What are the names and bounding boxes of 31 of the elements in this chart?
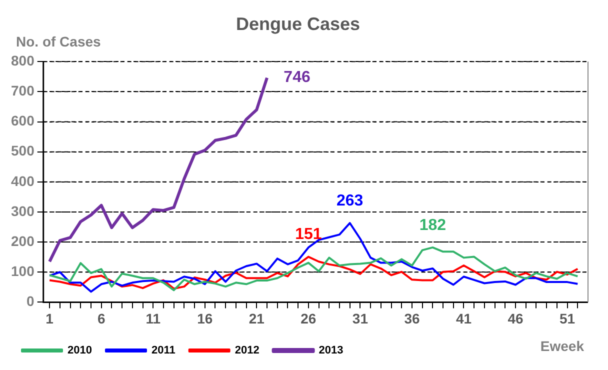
legend-label: 2010 (68, 344, 92, 357)
y-tick-label: 400 (11, 172, 35, 189)
x-tick-label: 1 (46, 310, 54, 326)
y-tick-label: 300 (11, 202, 35, 219)
annotation: 151 (295, 226, 322, 244)
legend-label: 2013 (318, 344, 344, 357)
y-tick-label: 700 (11, 82, 35, 99)
y-tick-label: 100 (11, 262, 35, 279)
x-tick-label: 26 (300, 310, 316, 326)
annotation: 746 (284, 69, 310, 86)
chart-title: Dengue Cases (236, 14, 360, 34)
x-axis-title: Eweek (540, 338, 584, 354)
legend-label: 2011 (151, 344, 176, 357)
x-tick-label: 51 (560, 310, 576, 326)
y-tick-label: 600 (11, 112, 35, 129)
annotation: 182 (419, 216, 446, 234)
y-tick-label: 800 (11, 52, 35, 68)
x-tick-label: 16 (197, 310, 213, 326)
x-tick-label: 11 (146, 310, 161, 326)
x-tick-label: 21 (248, 310, 265, 326)
y-tick-label: 200 (11, 232, 35, 249)
legend-label: 2012 (234, 344, 260, 357)
x-tick-label: 36 (404, 310, 420, 326)
x-tick-label: 46 (508, 310, 524, 326)
y-tick-label: 500 (11, 142, 35, 159)
y-tick-label: 0 (26, 293, 35, 310)
y-axis-title: No. of Cases (16, 33, 102, 50)
x-tick-label: 6 (97, 310, 106, 326)
x-tick-label: 31 (352, 310, 368, 326)
annotation: 263 (336, 192, 364, 210)
x-tick-label: 41 (456, 310, 472, 326)
